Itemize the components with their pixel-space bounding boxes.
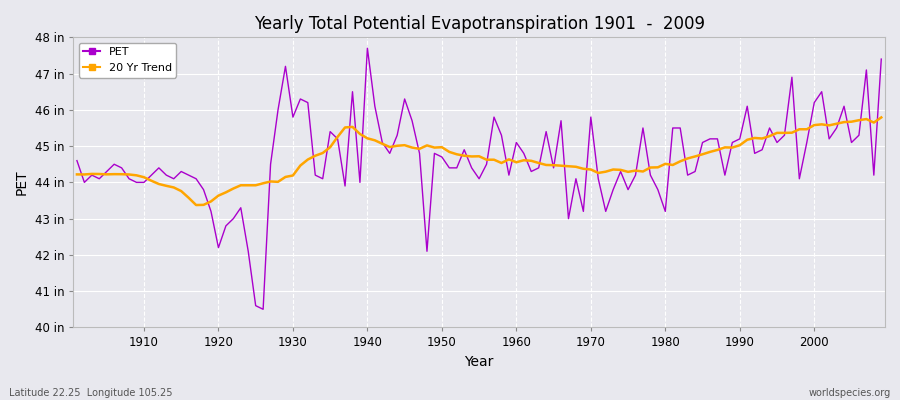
X-axis label: Year: Year bbox=[464, 355, 494, 369]
Text: worldspecies.org: worldspecies.org bbox=[809, 388, 891, 398]
Text: Latitude 22.25  Longitude 105.25: Latitude 22.25 Longitude 105.25 bbox=[9, 388, 173, 398]
Title: Yearly Total Potential Evapotranspiration 1901  -  2009: Yearly Total Potential Evapotranspiratio… bbox=[254, 15, 705, 33]
Y-axis label: PET: PET bbox=[15, 170, 29, 195]
Legend: PET, 20 Yr Trend: PET, 20 Yr Trend bbox=[79, 43, 176, 78]
